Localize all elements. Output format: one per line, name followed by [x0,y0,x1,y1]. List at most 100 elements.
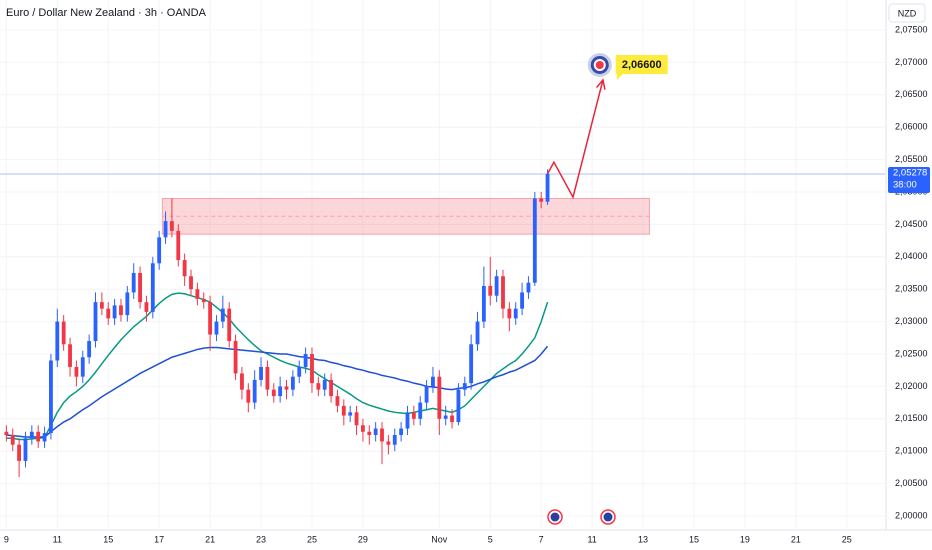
candle-body [545,173,550,202]
candle-body [240,373,244,390]
candle-body [169,221,174,231]
candle-body [475,321,480,345]
candle-body [4,431,9,435]
x-tick-label: 5 [488,534,493,544]
candle-body [437,376,442,419]
candle-body [532,198,537,283]
candle-body [17,444,22,461]
candle-body [259,366,263,380]
candle-body [163,221,168,238]
candle-body [278,386,283,397]
currency-label: NZD [898,8,917,18]
event-icons [547,509,616,525]
candle-body [481,285,486,322]
candle-body [290,376,295,390]
x-tick-label: 25 [842,534,852,544]
candle-body [68,344,72,367]
x-tick-label: 21 [791,534,801,544]
x-tick-label: 15 [103,534,113,544]
target-label: 2,06600 [622,59,662,71]
y-tick-label: 2,00500 [895,478,928,488]
candle-body [431,376,435,387]
x-tick-label: 13 [638,534,648,544]
y-tick-label: 2,00000 [895,510,928,520]
y-tick-label: 2,04000 [895,251,928,261]
candle-body [182,260,187,277]
candle-body [411,412,416,419]
y-tick-label: 2,03000 [895,316,928,326]
x-tick-label: 15 [689,534,699,544]
candle-body [220,308,225,322]
candle-body [443,415,448,419]
x-tick-label: 25 [307,534,317,544]
candle-body [138,273,142,303]
candle-body [322,379,327,390]
candle-body [310,354,314,384]
candle-body [195,289,200,299]
y-tick-label: 2,02500 [895,348,928,358]
candle-body [507,308,512,319]
candle-body [112,305,117,319]
candle-body [367,431,372,435]
y-tick-label: 2,01500 [895,413,928,423]
x-tick-label: 11 [587,534,596,544]
candle-body [93,302,98,342]
projection-arrowhead [595,78,606,90]
candle-body [252,379,257,403]
x-tick-label: 19 [740,534,750,544]
plot: 2,06600 [0,52,885,478]
candle-body [361,425,365,432]
candle-body [297,366,302,377]
candle-body [284,386,289,390]
candle-body [208,302,213,335]
current-price-label: 2,05278 [893,168,927,179]
y-tick-label: 2,06500 [895,89,928,99]
event-icon-core [550,512,560,522]
candle-body [456,389,461,423]
currency-box[interactable] [888,3,926,23]
candle-body [150,263,155,312]
candle-body [494,276,499,296]
candle-body [335,396,340,406]
target-icon-center [595,60,604,69]
candle-body [405,412,410,429]
candle-body [316,383,321,390]
candle-body [49,360,53,434]
y-tick-label: 2,04500 [895,219,928,229]
candle-body [176,230,181,261]
y-tick-label: 2,03500 [895,284,928,294]
y-tick-label: 2,07500 [895,24,928,34]
moving-average [6,345,549,438]
candle-body [144,302,149,312]
x-tick-label: 17 [154,534,164,544]
x-tick-label: 11 [53,534,62,544]
candle-body [513,308,518,319]
candle-body [373,428,378,435]
candle-body [462,383,467,390]
candle-body [233,341,238,374]
candle-body [55,321,60,361]
event-icon-core [603,512,613,522]
x-tick-label: 7 [539,534,544,544]
candle-body [265,366,270,390]
candle-body [42,433,47,442]
candle-body [246,389,251,403]
candle-body [399,428,404,435]
candle-body [341,405,346,416]
candle-body [125,292,130,316]
candle-body [214,321,219,335]
candle-body [329,379,333,397]
candle-body [386,441,391,445]
candle-body [227,308,232,342]
candle-body [106,308,111,319]
candle-body [271,389,276,397]
y-tick-label: 2,05500 [895,154,928,164]
candle-body [80,357,85,377]
candle-body [469,344,474,384]
candle-body [99,302,104,309]
x-tick-label: 29 [358,534,368,544]
candle-body [36,431,41,442]
resistance-zone[interactable] [161,197,650,235]
